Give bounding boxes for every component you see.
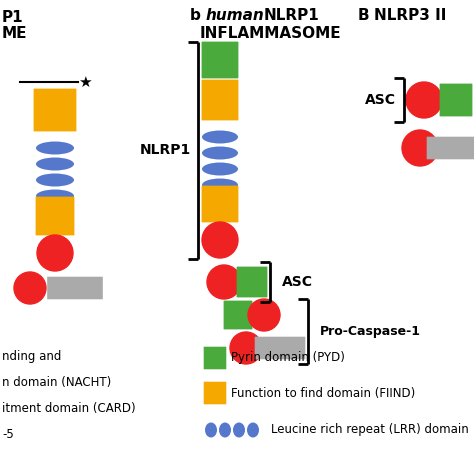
FancyBboxPatch shape <box>204 382 226 404</box>
Text: itment domain (CARD): itment domain (CARD) <box>2 402 136 415</box>
Circle shape <box>230 332 262 364</box>
Ellipse shape <box>202 130 238 144</box>
Text: NLRP3 II: NLRP3 II <box>374 8 447 23</box>
FancyBboxPatch shape <box>36 197 74 236</box>
Text: b: b <box>190 8 201 23</box>
Ellipse shape <box>36 190 74 202</box>
FancyBboxPatch shape <box>427 137 474 159</box>
Text: nding and: nding and <box>2 350 61 363</box>
Ellipse shape <box>36 142 74 155</box>
Text: ASC: ASC <box>282 275 313 289</box>
Ellipse shape <box>219 422 231 438</box>
FancyBboxPatch shape <box>237 266 267 297</box>
Ellipse shape <box>36 173 74 186</box>
Ellipse shape <box>233 422 245 438</box>
Ellipse shape <box>202 179 238 191</box>
Ellipse shape <box>202 163 238 175</box>
Ellipse shape <box>36 157 74 171</box>
Text: INFLAMMASOME: INFLAMMASOME <box>200 26 342 41</box>
FancyBboxPatch shape <box>255 337 305 359</box>
Text: B: B <box>358 8 370 23</box>
Text: ME: ME <box>2 26 27 41</box>
FancyBboxPatch shape <box>201 186 238 222</box>
Text: NLRP1: NLRP1 <box>264 8 320 23</box>
Text: n domain (NACHT): n domain (NACHT) <box>2 376 111 389</box>
Text: NLRP1: NLRP1 <box>140 143 191 157</box>
Ellipse shape <box>205 422 217 438</box>
Text: Pro-Caspase-1: Pro-Caspase-1 <box>320 325 421 338</box>
FancyBboxPatch shape <box>224 301 252 329</box>
Text: P1: P1 <box>2 10 24 25</box>
Circle shape <box>14 272 46 304</box>
FancyBboxPatch shape <box>34 89 76 131</box>
Text: ★: ★ <box>78 74 92 90</box>
Text: ASC: ASC <box>365 93 396 107</box>
Text: Leucine rich repeat (LRR) domain: Leucine rich repeat (LRR) domain <box>271 423 469 437</box>
Text: Pyrin domain (PYD): Pyrin domain (PYD) <box>231 352 345 365</box>
Circle shape <box>402 130 438 166</box>
FancyBboxPatch shape <box>204 346 226 369</box>
Text: Function to find domain (FIIND): Function to find domain (FIIND) <box>231 386 415 400</box>
Circle shape <box>37 235 73 271</box>
Text: -5: -5 <box>2 428 14 441</box>
FancyBboxPatch shape <box>47 277 103 299</box>
Circle shape <box>202 222 238 258</box>
Circle shape <box>207 265 241 299</box>
FancyBboxPatch shape <box>201 80 238 120</box>
Ellipse shape <box>202 146 238 159</box>
FancyBboxPatch shape <box>201 42 238 78</box>
Text: human: human <box>206 8 265 23</box>
Circle shape <box>248 299 280 331</box>
Circle shape <box>406 82 442 118</box>
Ellipse shape <box>247 422 259 438</box>
FancyBboxPatch shape <box>439 83 473 117</box>
